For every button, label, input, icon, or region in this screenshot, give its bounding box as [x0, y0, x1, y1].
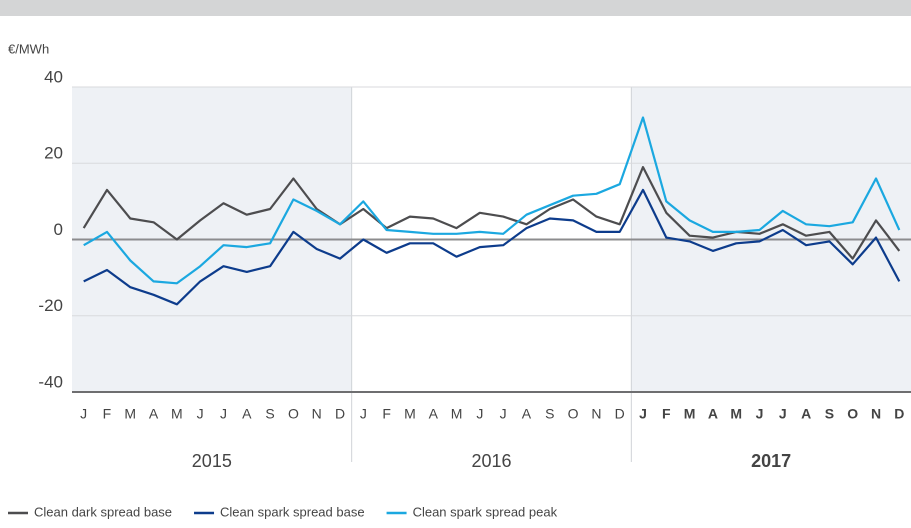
header-bar — [0, 0, 911, 16]
x-tick-label: M — [124, 406, 136, 422]
year-label: 2017 — [751, 451, 791, 471]
x-tick-label: J — [220, 406, 227, 422]
x-tick-label: J — [476, 406, 483, 422]
x-tick-label: N — [312, 406, 322, 422]
x-tick-label: A — [522, 406, 532, 422]
x-tick-label: A — [149, 406, 159, 422]
y-tick-label: 0 — [54, 220, 63, 239]
y-tick-label: -40 — [38, 372, 63, 391]
y-tick-label: 20 — [44, 144, 63, 163]
x-tick-label: J — [80, 406, 87, 422]
x-tick-label: A — [708, 406, 718, 422]
x-tick-label: D — [335, 406, 345, 422]
x-tick-label: M — [404, 406, 416, 422]
x-tick-label: A — [429, 406, 439, 422]
x-tick-label: F — [662, 406, 671, 422]
y-unit: €/MWh — [8, 41, 49, 56]
x-tick-label: M — [730, 406, 742, 422]
x-tick-label: M — [171, 406, 183, 422]
series-line — [83, 116, 901, 285]
x-tick-label: N — [871, 406, 881, 422]
x-tick-label: J — [360, 406, 367, 422]
x-tick-label: M — [451, 406, 463, 422]
x-tick-label: A — [242, 406, 252, 422]
legend-label: Clean dark spread base — [34, 504, 172, 519]
x-tick-label: D — [615, 406, 625, 422]
x-tick-label: S — [265, 406, 274, 422]
x-tick-label: J — [639, 406, 647, 422]
x-tick-label: F — [103, 406, 112, 422]
x-tick-label: S — [545, 406, 554, 422]
y-tick-label: -20 — [38, 296, 63, 315]
y-tick-label: 40 — [44, 67, 63, 86]
x-tick-label: F — [382, 406, 391, 422]
x-tick-label: O — [568, 406, 579, 422]
x-tick-label: M — [684, 406, 696, 422]
x-tick-label: D — [894, 406, 904, 422]
x-tick-label: J — [197, 406, 204, 422]
legend-label: Clean spark spread peak — [413, 504, 558, 519]
legend-label: Clean spark spread base — [220, 504, 365, 519]
x-tick-label: A — [801, 406, 811, 422]
x-tick-label: S — [825, 406, 834, 422]
x-tick-label: O — [288, 406, 299, 422]
x-tick-label: J — [500, 406, 507, 422]
x-tick-label: N — [591, 406, 601, 422]
series-line — [82, 166, 901, 260]
x-tick-label: O — [847, 406, 858, 422]
year-label: 2015 — [192, 451, 232, 471]
x-tick-label: J — [779, 406, 787, 422]
year-label: 2016 — [471, 451, 511, 471]
x-tick-label: J — [756, 406, 764, 422]
series-line — [83, 188, 901, 306]
